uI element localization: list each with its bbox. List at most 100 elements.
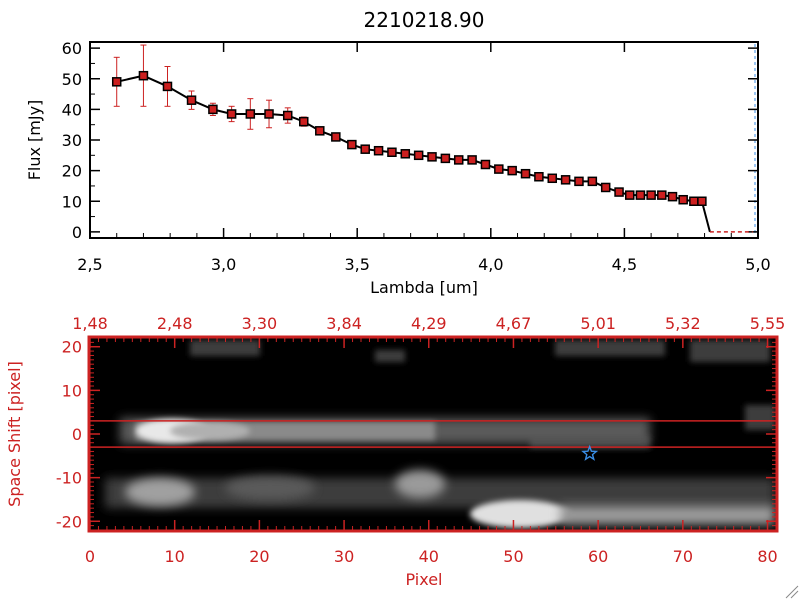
x-axis-label: Lambda [um]	[370, 278, 478, 297]
y-tick-label: 0	[72, 425, 82, 444]
data-point	[226, 109, 237, 119]
spectrum-panel: 2210218.90 0 10 20 30 40 50 60 2,5 3,0 3,5 4,0 4,5…	[25, 8, 771, 297]
x-tick-label: 3,0	[211, 255, 236, 274]
data-point	[507, 165, 517, 176]
data-point	[427, 152, 437, 162]
data-point	[467, 155, 477, 165]
data-point	[657, 190, 667, 200]
image-y-axis-label: Space Shift [pixel]	[5, 361, 24, 507]
y-tick-label: 20	[62, 338, 82, 357]
top-tick-label: 5,32	[665, 314, 701, 333]
data-point	[547, 173, 558, 184]
data-point	[400, 149, 411, 159]
data-point	[689, 196, 699, 206]
data-point	[600, 182, 611, 193]
image-top-ticks: 1,48 2,48 3,30 3,84 4,29 4,67 5,01 5,32 5,55	[72, 314, 785, 348]
data-point	[440, 153, 451, 164]
main-trace	[120, 418, 650, 444]
y-tick-label: -20	[56, 512, 82, 531]
lower-trace	[105, 470, 775, 528]
data-point	[111, 77, 122, 87]
data-point	[614, 187, 624, 197]
data-point	[315, 126, 325, 136]
data-point	[697, 196, 707, 206]
x-tick-label: 10	[165, 547, 185, 566]
spectrum-errorbars	[113, 44, 705, 204]
x-tick-label: 0	[85, 547, 95, 566]
x-tick-label: 30	[334, 547, 354, 566]
y-tick-label: 30	[62, 131, 82, 150]
data-point	[387, 147, 397, 157]
image-x-axis-label: Pixel	[405, 570, 442, 589]
data-point	[646, 190, 656, 200]
top-tick-label: 3,84	[326, 314, 362, 333]
spectrum-line	[116, 74, 711, 233]
data-point	[282, 110, 293, 121]
data-point	[480, 159, 491, 170]
y-axis-label: Flux [mJy]	[25, 100, 44, 181]
data-point	[162, 81, 173, 92]
x-tick-label: 60	[588, 547, 608, 566]
y-tick-label: -10	[56, 469, 82, 488]
data-point	[667, 191, 678, 202]
spectrum-x-ticks: 2,5 3,0 3,5 4,0 4,5 5,0	[77, 42, 771, 274]
x-tick-label: 50	[503, 547, 523, 566]
spectrum-plot-frame	[89, 41, 759, 239]
data-point	[413, 150, 424, 161]
image-panel: -20 -10 0 10 20 0 10 20 30 40 50 60 70 80 1,48 2,48 3,…	[5, 314, 785, 589]
x-tick-label: 3,5	[344, 255, 369, 274]
y-tick-label: 0	[72, 223, 82, 242]
spectrum-image	[90, 338, 776, 530]
data-point	[264, 109, 274, 119]
data-point	[186, 95, 197, 105]
data-point	[299, 116, 309, 127]
y-tick-label: 50	[62, 70, 82, 89]
y-tick-label: 20	[62, 162, 82, 181]
x-tick-label: 2,5	[77, 255, 102, 274]
image-y-ticks: -20 -10 0 10 20	[56, 337, 776, 531]
image-x-ticks: 0 10 20 30 40 50 60 70 80	[85, 338, 778, 566]
top-tick-label: 5,55	[750, 314, 786, 333]
x-tick-label: 5,0	[745, 255, 770, 274]
x-tick-label: 4,5	[612, 255, 637, 274]
data-point	[635, 190, 646, 200]
y-tick-label: 10	[62, 192, 82, 211]
data-point	[678, 194, 688, 205]
data-point	[138, 70, 149, 81]
spectrum-y-ticks: 0 10 20 30 40 50 60	[62, 39, 758, 242]
top-tick-label: 3,30	[242, 314, 278, 333]
x-tick-label: 80	[757, 547, 777, 566]
y-tick-label: 10	[62, 381, 82, 400]
image-frame	[87, 335, 779, 533]
data-point	[560, 175, 571, 185]
x-tick-label: 70	[673, 547, 693, 566]
source-star-icon	[581, 444, 599, 461]
data-point	[373, 145, 384, 156]
x-tick-label: 20	[249, 547, 269, 566]
data-point	[494, 164, 504, 174]
x-tick-label: 40	[419, 547, 439, 566]
top-tick-label: 1,48	[72, 314, 108, 333]
spectrum-markers	[111, 70, 707, 206]
data-point	[624, 190, 635, 200]
data-point	[208, 104, 218, 115]
x-tick-label: 4,0	[478, 255, 503, 274]
data-point	[331, 132, 341, 142]
top-tick-label: 4,67	[496, 314, 532, 333]
data-point	[347, 139, 357, 150]
data-point	[245, 109, 256, 119]
data-point	[360, 144, 370, 154]
top-tick-label: 4,29	[411, 314, 447, 333]
data-point	[453, 155, 464, 165]
y-tick-label: 40	[62, 100, 82, 119]
data-point	[520, 168, 531, 179]
data-point	[587, 176, 598, 187]
data-point	[534, 172, 544, 182]
chart-title: 2210218.90	[364, 8, 485, 32]
data-point	[574, 176, 584, 187]
resize-grip-icon	[785, 585, 799, 599]
top-tick-label: 5,01	[580, 314, 616, 333]
y-tick-label: 60	[62, 39, 82, 58]
top-tick-label: 2,48	[157, 314, 193, 333]
